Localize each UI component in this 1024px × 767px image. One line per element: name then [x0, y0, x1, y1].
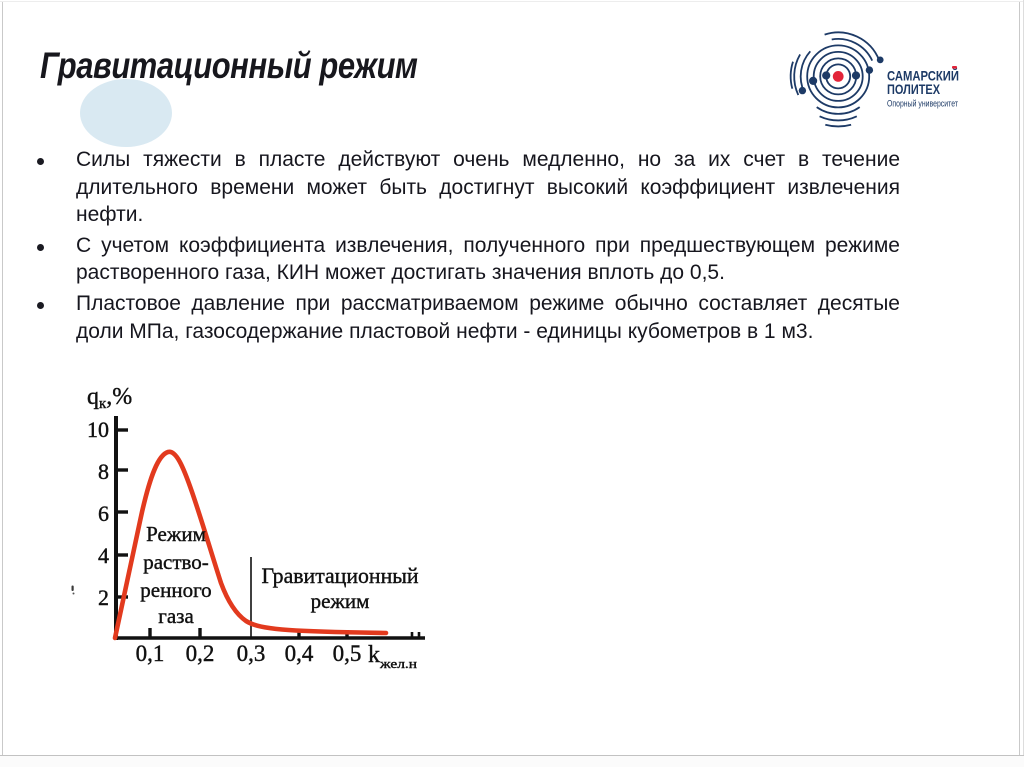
svg-text:Опорный университет: Опорный университет — [887, 99, 958, 110]
svg-text:2: 2 — [98, 585, 109, 610]
svg-text:10: 10 — [87, 417, 109, 442]
svg-text:ПОЛИТЕХ: ПОЛИТЕХ — [887, 81, 941, 97]
svg-text:kжел.н: kжел.н — [368, 642, 417, 671]
svg-text:4: 4 — [98, 543, 109, 568]
svg-text:Гравитационный: Гравитационный — [261, 564, 418, 588]
svg-text:qк,%: qк,% — [87, 384, 132, 412]
svg-text:раство-: раство- — [143, 550, 209, 574]
svg-text:Режим: Режим — [146, 522, 206, 546]
svg-text:0,5: 0,5 — [333, 641, 362, 666]
svg-text:САМАРСКИЙ: САМАРСКИЙ — [887, 67, 959, 84]
svg-text:режим: режим — [311, 589, 370, 613]
svg-text:8: 8 — [98, 459, 109, 484]
svg-text:6: 6 — [98, 501, 109, 526]
svg-text:0,1: 0,1 — [136, 641, 165, 666]
svg-text:0,4: 0,4 — [285, 641, 314, 666]
svg-text:0,2: 0,2 — [186, 641, 215, 666]
svg-text:газа: газа — [158, 604, 194, 628]
svg-text:ренного: ренного — [140, 578, 211, 602]
svg-text:0,3: 0,3 — [237, 641, 266, 666]
